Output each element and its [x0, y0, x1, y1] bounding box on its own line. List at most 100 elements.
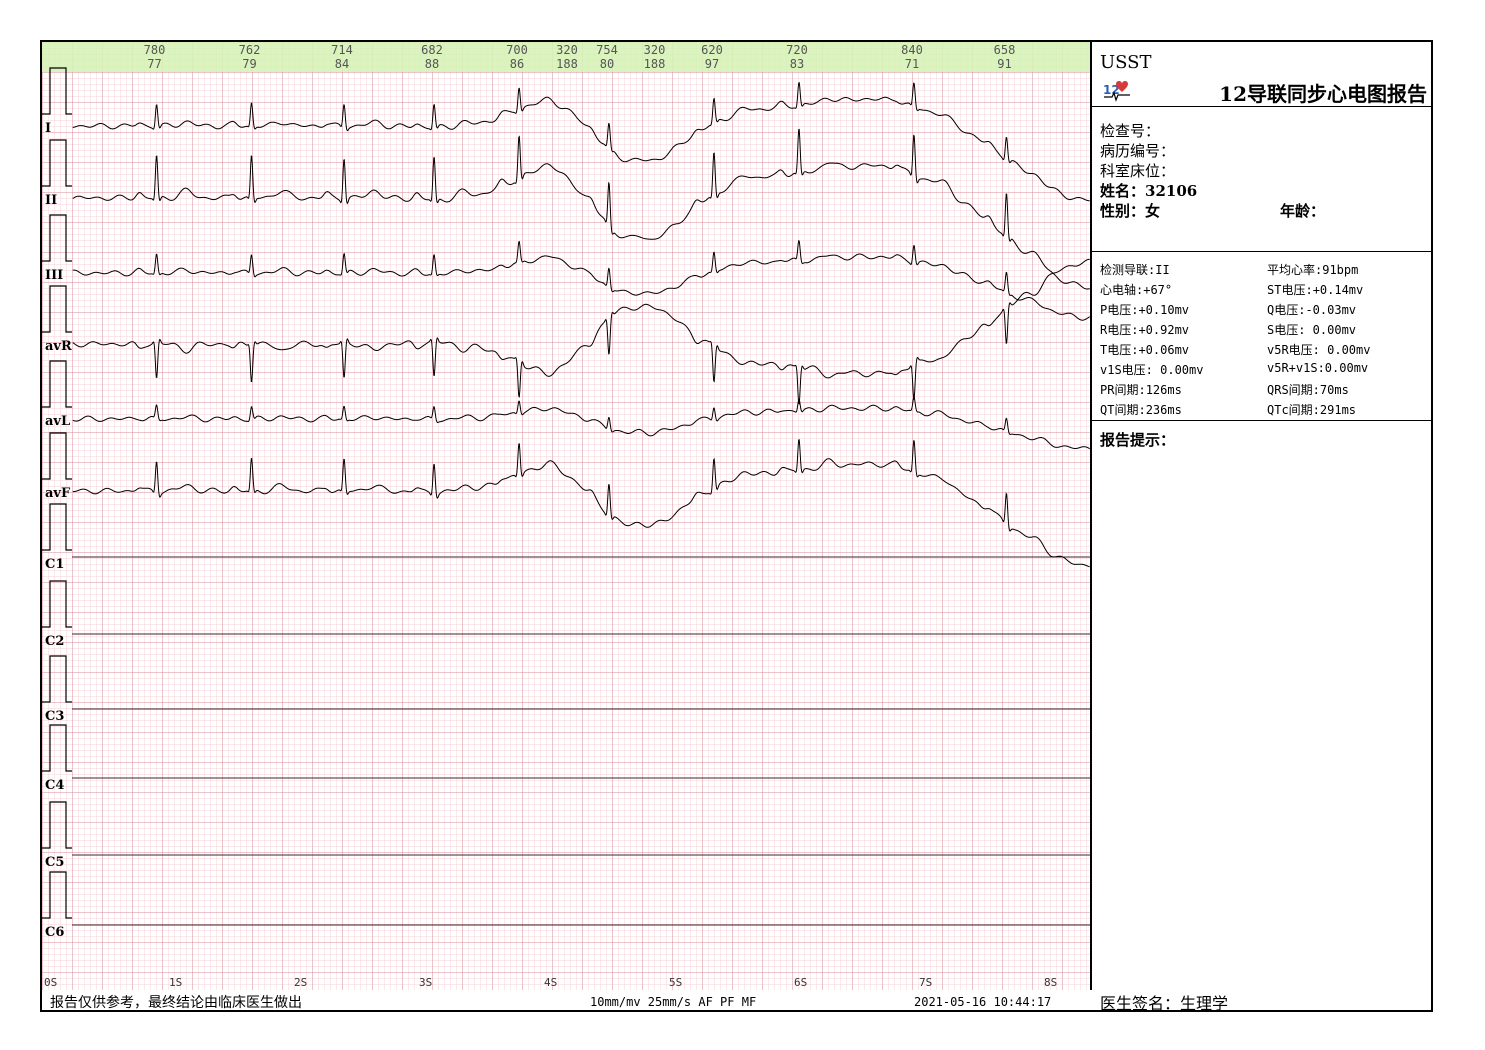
param-value: 0.00mv [1324, 361, 1369, 375]
param-row: v1S电压: 0.00mv [1100, 361, 1203, 378]
rr-interval-label: 620 [701, 43, 723, 57]
recording-settings: 10mm/mv 25mm/s AF PF MF [590, 995, 757, 1009]
ecg-lead-trace [72, 128, 1090, 290]
time-tick-label: 1S [169, 976, 182, 989]
rr-interval-label: 658 [994, 43, 1016, 57]
calibration-pulse [42, 214, 72, 262]
heart-rate-label: 97 [705, 57, 719, 71]
exam-number-label: 检查号： [1100, 122, 1161, 140]
ecg-lead-trace [72, 396, 1090, 450]
rr-interval-label: 320 [644, 43, 666, 57]
ecg-lead-trace [72, 81, 1090, 202]
heart-ecg-logo-icon: 12 [1103, 81, 1130, 102]
heart-rate-label: 79 [242, 57, 256, 71]
param-value: 0.00mv [1152, 363, 1204, 377]
calibration-pulse [42, 285, 72, 333]
ecg-traces [72, 81, 1090, 568]
param-label: QT间期: [1100, 403, 1146, 417]
heart-rate-label: 77 [147, 57, 161, 71]
param-value: +0.10mv [1138, 303, 1190, 317]
calibration-pulse [42, 503, 72, 551]
heart-rate-label: 188 [556, 57, 578, 71]
calibration-pulse [42, 655, 72, 703]
param-value: +67° [1143, 283, 1173, 297]
param-row: 心电轴:+67° [1100, 281, 1172, 298]
lead-label: C2 [45, 634, 64, 649]
calibration-pulse [42, 360, 72, 408]
divider [1092, 251, 1433, 252]
doctor-signature: 医生签名：生理学 [1100, 990, 1228, 1014]
name-value: 32106 [1145, 182, 1198, 200]
param-label: T电压: [1100, 343, 1139, 357]
ecg-lead-trace [72, 439, 1090, 568]
divider [1092, 106, 1433, 107]
rr-interval-label: 700 [506, 43, 528, 57]
heart-rate-label: 83 [790, 57, 804, 71]
param-label: v1S电压: [1100, 363, 1153, 377]
param-label: 检测导联: [1100, 263, 1156, 277]
param-value: 0.00mv [1305, 323, 1357, 337]
rr-labels: 7807776279714846828870086320188754803201… [144, 43, 1016, 71]
brand-name: USST [1100, 52, 1152, 73]
param-row: 检测导联:II [1100, 261, 1170, 278]
rr-interval-label: 762 [239, 43, 261, 57]
heart-rate-label: 71 [905, 57, 919, 71]
patient-name: 姓名：32106 [1100, 181, 1197, 201]
heart-rate-label: 188 [644, 57, 666, 71]
param-row: QT间期:236ms [1100, 401, 1182, 418]
lead-baselines [72, 556, 1090, 926]
report-hint-label: 报告提示： [1100, 431, 1176, 449]
ecg-lead-trace [72, 258, 1090, 405]
param-label: ST电压: [1267, 283, 1313, 297]
param-value: 0.00mv [1319, 343, 1371, 357]
lead-label: C6 [45, 925, 64, 940]
ecg-chart: 780 77 762 79 714 84 682 88 700 86 320 188 754 80 320 1… [42, 42, 1092, 990]
sex-label: 性别： [1100, 202, 1146, 220]
svg-text:12: 12 [1103, 83, 1120, 97]
param-label: S电压: [1267, 323, 1306, 337]
param-value: 126ms [1145, 383, 1182, 397]
ecg-svg: 7807776279714846828870086320188754803201… [42, 42, 1090, 990]
param-row: Q电压:-0.03mv [1267, 301, 1356, 318]
lead-label: I [45, 121, 51, 136]
param-value: 236ms [1145, 403, 1182, 417]
lead-label: C5 [45, 855, 64, 870]
rr-band [42, 42, 1090, 72]
lead-label: III [45, 268, 63, 283]
param-row: 平均心率:91bpm [1267, 261, 1358, 278]
param-label: Q电压: [1267, 303, 1306, 317]
param-label: QRS间期: [1267, 383, 1320, 397]
lead-label: avF [45, 486, 71, 501]
param-row: PR间期:126ms [1100, 381, 1182, 398]
param-label: v5R电压: [1267, 343, 1320, 357]
report-timestamp: 2021-05-16 10:44:17 [914, 995, 1052, 1009]
param-row: T电压:+0.06mv [1100, 341, 1189, 358]
signature-label: 医生签名： [1100, 994, 1181, 1013]
calibration-pulse [42, 580, 72, 628]
time-tick-label: 8S [1044, 976, 1057, 989]
lead-label: C3 [45, 709, 64, 724]
param-row: v5R电压: 0.00mv [1267, 341, 1370, 358]
param-value: +0.92mv [1138, 323, 1190, 337]
ecg-report-frame: 780 77 762 79 714 84 682 88 700 86 320 188 754 80 320 1… [40, 40, 1433, 1014]
dept-bed-label: 科室床位： [1100, 162, 1176, 180]
param-value: 70ms [1319, 383, 1349, 397]
param-label: P电压: [1100, 303, 1139, 317]
param-label: QTc间期: [1267, 403, 1320, 417]
disclaimer-text: 报告仅供参考，最终结论由临床医生做出 [50, 995, 302, 1011]
sex-value: 女 [1145, 202, 1161, 220]
heart-rate-label: 88 [425, 57, 439, 71]
lead-label: avL [45, 414, 70, 429]
time-tick-label: 2S [294, 976, 307, 989]
lead-label: II [45, 193, 57, 208]
calibration-pulse [42, 871, 72, 919]
divider [1092, 420, 1433, 421]
param-row: ST电压:+0.14mv [1267, 281, 1363, 298]
time-tick-label: 6S [794, 976, 807, 989]
calibration-pulse [42, 432, 72, 480]
param-label: 平均心率: [1267, 263, 1323, 277]
record-number-label: 病历编号： [1100, 142, 1176, 160]
time-tick-label: 3S [419, 976, 432, 989]
param-label: 心电轴: [1100, 283, 1144, 297]
